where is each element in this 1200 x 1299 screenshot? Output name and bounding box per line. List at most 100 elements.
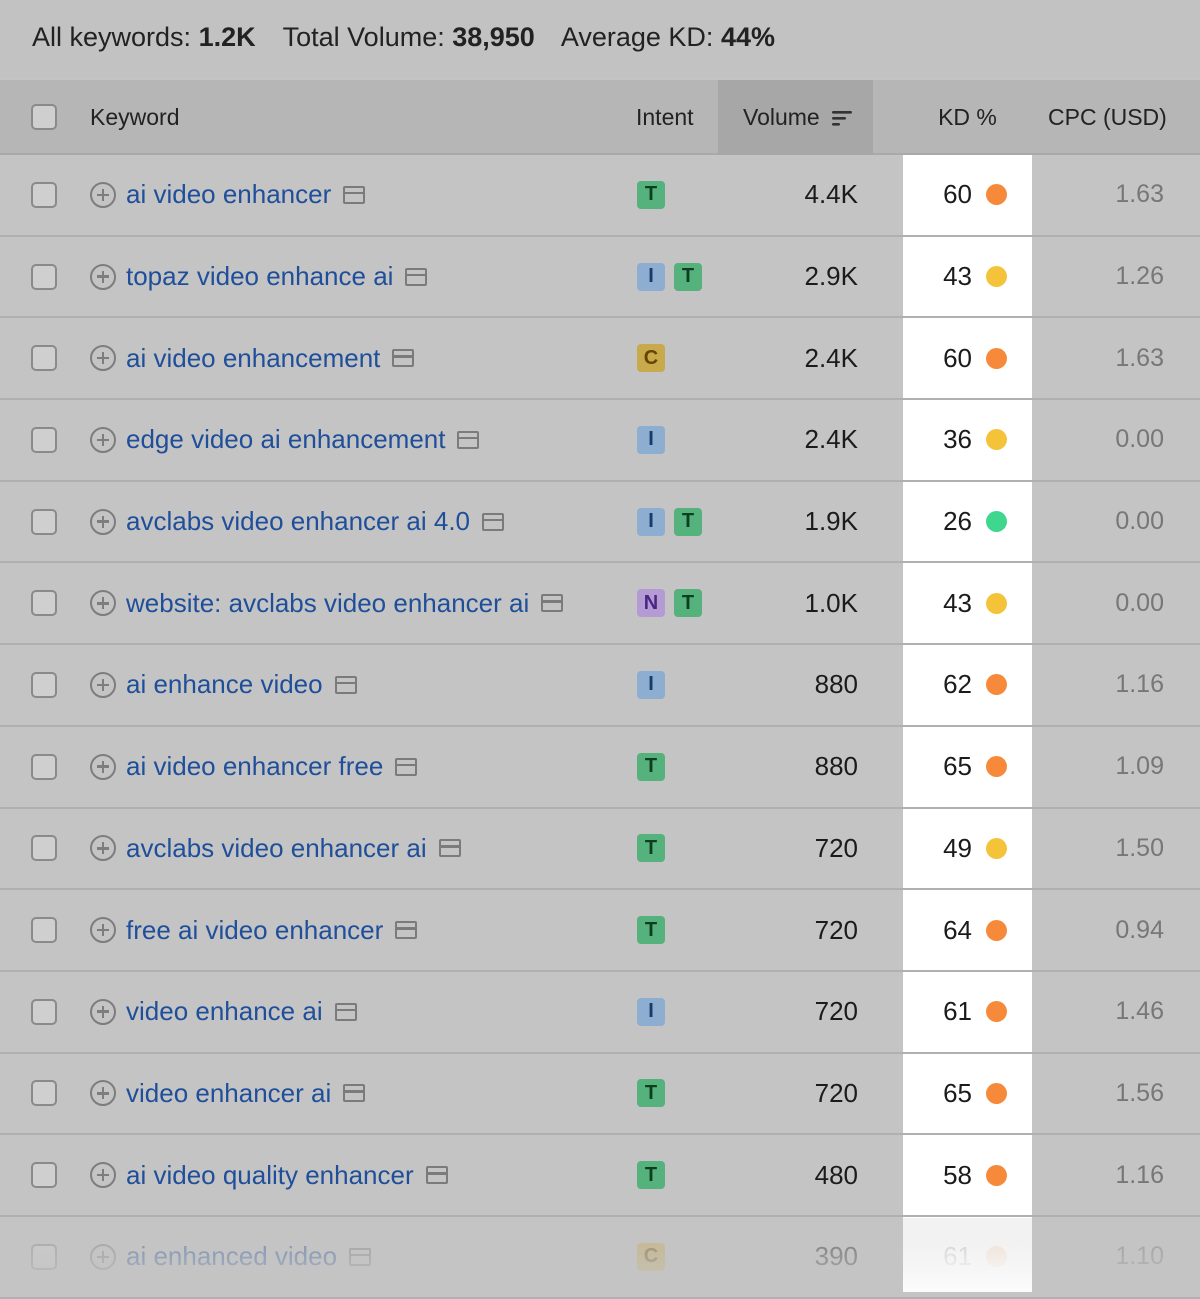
keyword-link[interactable]: edge video ai enhancement — [126, 424, 446, 455]
volume-value: 720 — [814, 1077, 858, 1108]
kd-cell: 61 — [903, 1217, 1032, 1297]
intent-cell: T — [637, 727, 674, 807]
row-checkbox[interactable] — [31, 508, 57, 535]
keyword-link[interactable]: topaz video enhance ai — [126, 261, 394, 292]
keyword-link[interactable]: ai enhanced video — [126, 1241, 338, 1272]
keyword-link[interactable]: video enhance ai — [126, 996, 323, 1027]
average-kd-stat: Average KD: 44% — [560, 22, 775, 52]
row-checkbox[interactable] — [31, 426, 57, 453]
row-checkbox[interactable] — [31, 345, 57, 372]
intent-badge: I — [637, 262, 665, 291]
table-row: ai enhanced video C 390 61 1.10 — [0, 1217, 1200, 1299]
column-header-intent[interactable]: Intent — [636, 104, 694, 130]
serp-features-icon[interactable] — [541, 594, 564, 613]
keyword-link[interactable]: ai video enhancer free — [126, 751, 384, 782]
keyword-link[interactable]: video enhancer ai — [126, 1077, 332, 1108]
add-to-list-icon[interactable] — [90, 835, 116, 862]
keyword-link[interactable]: ai video enhancer — [126, 179, 332, 210]
serp-features-icon[interactable] — [457, 430, 480, 449]
volume-value: 720 — [814, 996, 858, 1027]
add-to-list-icon[interactable] — [90, 671, 116, 698]
volume-value: 720 — [814, 914, 858, 945]
intent-cell: C — [637, 1217, 674, 1297]
add-to-list-icon[interactable] — [90, 917, 116, 944]
sort-descending-icon — [831, 110, 852, 126]
intent-badge: T — [637, 180, 665, 209]
row-checkbox[interactable] — [31, 998, 57, 1025]
add-to-list-icon[interactable] — [90, 181, 116, 208]
row-checkbox[interactable] — [31, 753, 57, 780]
kd-difficulty-dot-icon — [986, 429, 1007, 451]
column-header-volume[interactable]: Volume — [743, 80, 854, 155]
row-checkbox[interactable] — [31, 1243, 57, 1270]
keyword-link[interactable]: website: avclabs video enhancer ai — [126, 587, 530, 618]
kd-cell: 60 — [903, 318, 1032, 398]
kd-difficulty-dot-icon — [986, 184, 1007, 206]
table-row: avclabs video enhancer ai 4.0 I T 1.9K 26 0.0… — [0, 482, 1200, 564]
cpc-value: 1.09 — [1115, 752, 1164, 781]
column-header-kd[interactable]: KD % — [938, 104, 997, 130]
add-to-list-icon[interactable] — [90, 998, 116, 1025]
serp-features-icon[interactable] — [392, 349, 415, 368]
serp-features-icon[interactable] — [349, 1247, 372, 1266]
add-to-list-icon[interactable] — [90, 1243, 116, 1270]
kd-cell: 26 — [903, 482, 1032, 562]
summary-bar: All keywords: 1.2K Total Volume: 38,950 … — [0, 0, 1200, 78]
keyword-link[interactable]: ai enhance video — [126, 669, 323, 700]
add-to-list-icon[interactable] — [90, 426, 116, 453]
cpc-value: 0.00 — [1115, 425, 1164, 454]
add-to-list-icon[interactable] — [90, 508, 116, 535]
row-checkbox[interactable] — [31, 671, 57, 698]
serp-features-icon[interactable] — [438, 839, 461, 858]
add-to-list-icon[interactable] — [90, 263, 116, 290]
keyword-link[interactable]: ai video quality enhancer — [126, 1159, 414, 1190]
keyword-table: Keyword Intent Volume KD % CPC (USD) ai … — [0, 80, 1200, 1299]
add-to-list-icon[interactable] — [90, 590, 116, 617]
kd-cell: 65 — [903, 1054, 1032, 1134]
intent-cell: T — [637, 890, 674, 970]
keyword-cell: ai video enhancer — [90, 155, 366, 235]
row-checkbox[interactable] — [31, 917, 57, 944]
column-header-cpc[interactable]: CPC (USD) — [1048, 104, 1167, 130]
kd-value: 64 — [943, 914, 972, 945]
cpc-value: 1.46 — [1115, 997, 1164, 1026]
keyword-link[interactable]: ai video enhancement — [126, 342, 381, 373]
serp-features-icon[interactable] — [395, 921, 418, 940]
keyword-link[interactable]: avclabs video enhancer ai 4.0 — [126, 506, 471, 537]
cpc-value: 1.56 — [1115, 1078, 1164, 1107]
add-to-list-icon[interactable] — [90, 345, 116, 372]
kd-cell: 61 — [903, 972, 1032, 1052]
row-checkbox[interactable] — [31, 835, 57, 862]
table-row: ai video quality enhancer T 480 58 1.16 — [0, 1135, 1200, 1217]
keyword-link[interactable]: avclabs video enhancer ai — [126, 832, 427, 863]
add-to-list-icon[interactable] — [90, 1162, 116, 1189]
row-checkbox[interactable] — [31, 263, 57, 290]
add-to-list-icon[interactable] — [90, 753, 116, 780]
intent-badge: I — [637, 425, 665, 454]
add-to-list-icon[interactable] — [90, 1080, 116, 1107]
volume-value: 390 — [814, 1241, 858, 1272]
select-all-checkbox[interactable] — [31, 103, 57, 130]
column-header-keyword[interactable]: Keyword — [90, 104, 180, 130]
row-checkbox[interactable] — [31, 181, 57, 208]
serp-features-icon[interactable] — [405, 267, 428, 286]
serp-features-icon[interactable] — [482, 512, 505, 531]
serp-features-icon[interactable] — [395, 757, 418, 776]
kd-value: 49 — [943, 832, 972, 863]
keyword-link[interactable]: free ai video enhancer — [126, 914, 384, 945]
serp-features-icon[interactable] — [334, 675, 357, 694]
intent-cell: I — [637, 972, 674, 1052]
cpc-value: 1.50 — [1115, 833, 1164, 862]
cpc-value: 1.16 — [1115, 1160, 1164, 1189]
row-checkbox[interactable] — [31, 1080, 57, 1107]
row-checkbox[interactable] — [31, 1162, 57, 1189]
kd-cell: 49 — [903, 809, 1032, 889]
serp-features-icon[interactable] — [343, 1084, 366, 1103]
table-row: topaz video enhance ai I T 2.9K 43 1.26 — [0, 237, 1200, 319]
serp-features-icon[interactable] — [425, 1166, 448, 1185]
serp-features-icon[interactable] — [343, 185, 366, 204]
serp-features-icon[interactable] — [334, 1002, 357, 1021]
kd-difficulty-dot-icon — [986, 347, 1007, 369]
intent-cell: I — [637, 645, 674, 725]
row-checkbox[interactable] — [31, 590, 57, 617]
